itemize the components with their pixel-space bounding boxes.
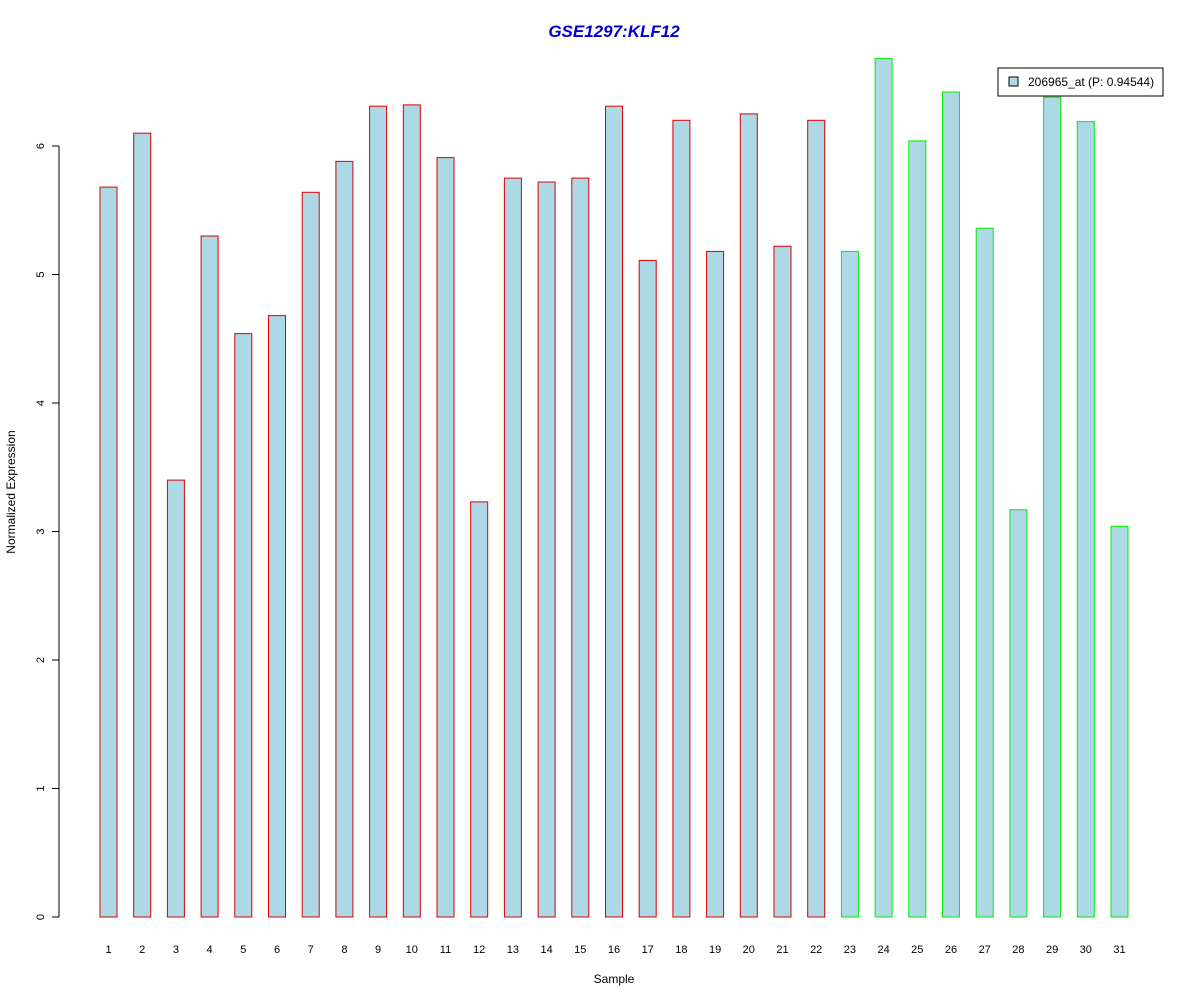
y-axis-label: Normalized Expression: [4, 430, 18, 553]
y-ticks: 0 1 2 3 4 5 6: [35, 143, 59, 920]
x-tick-label: 21: [776, 944, 788, 956]
bar-sample-8: [335, 160, 354, 918]
bar-sample-23: [840, 250, 859, 918]
x-tick-label: 31: [1113, 944, 1125, 956]
x-tick-labels: 1 2 3 4 5 6 7 8 9 10 11 12 13 14 15 16 17 18 19 20 21 22 23 24 2…: [105, 944, 1125, 956]
bar-sample-2: [133, 132, 152, 918]
x-tick-label: 28: [1012, 944, 1024, 956]
x-tick-label: 29: [1046, 944, 1058, 956]
bar-sample-20: [739, 113, 758, 918]
bar-sample-27: [975, 227, 994, 918]
bar-sample-15: [571, 177, 590, 918]
y-tick-label: 3: [35, 528, 47, 534]
x-tick-label: 18: [675, 944, 687, 956]
bar-sample-29: [1043, 96, 1062, 918]
bar-sample-26: [942, 91, 960, 918]
x-tick-label: 5: [240, 944, 246, 956]
bar-sample-12: [470, 501, 489, 918]
bar-sample-10: [402, 104, 421, 918]
y-tick-label: 1: [35, 785, 47, 791]
chart-title: GSE1297:KLF12: [548, 22, 680, 41]
x-tick-label: 7: [308, 944, 314, 956]
bar-sample-25: [908, 140, 927, 918]
bar-sample-9: [369, 105, 388, 918]
x-tick-label: 12: [473, 944, 485, 956]
bar-sample-17: [638, 259, 657, 918]
x-tick-label: 10: [406, 944, 418, 956]
x-axis-label: Sample: [594, 972, 635, 986]
x-tick-label: 14: [540, 944, 552, 956]
bar-sample-1: [99, 186, 118, 918]
x-tick-label: 22: [810, 944, 822, 956]
x-tick-label: 16: [608, 944, 620, 956]
bar-sample-7: [301, 191, 320, 918]
x-tick-label: 6: [274, 944, 280, 956]
x-tick-label: 2: [139, 944, 145, 956]
legend-entry: 206965_at (P: 0.94544): [1028, 75, 1154, 89]
x-tick-label: 15: [574, 944, 586, 956]
bar-sample-19: [706, 250, 725, 918]
bar-sample-5: [234, 333, 253, 918]
bar-sample-6: [268, 315, 286, 918]
x-tick-label: 9: [375, 944, 381, 956]
x-tick-label: 23: [844, 944, 856, 956]
bar-sample-31: [1110, 525, 1129, 918]
bar-sample-13: [503, 177, 522, 918]
bar-sample-18: [672, 119, 691, 918]
bar-sample-14: [537, 181, 556, 918]
x-tick-label: 26: [945, 944, 957, 956]
legend-swatch: [1008, 76, 1019, 87]
legend: 206965_at (P: 0.94544): [997, 67, 1164, 97]
y-tick-label: 4: [35, 400, 47, 406]
x-tick-label: 8: [341, 944, 347, 956]
x-tick-label: 19: [709, 944, 721, 956]
bar-sample-16: [605, 105, 623, 918]
bar-sample-11: [436, 157, 455, 918]
legend-box: [997, 67, 1164, 97]
x-tick-label: 25: [911, 944, 923, 956]
x-tick-label: 24: [877, 944, 889, 956]
bar-sample-3: [166, 479, 185, 918]
x-tick-label: 11: [440, 944, 451, 956]
y-tick-label: 5: [35, 271, 47, 277]
y-tick-label: 2: [35, 657, 47, 663]
x-tick-label: 4: [207, 944, 213, 956]
bar-sample-22: [807, 119, 826, 918]
x-tick-label: 17: [642, 944, 654, 956]
y-axis: 0 1 2 3 4 5 6: [35, 143, 60, 920]
bar-sample-24: [874, 58, 893, 918]
bar-sample-4: [200, 235, 219, 918]
x-tick-label: 30: [1080, 944, 1092, 956]
x-tick-label: 20: [743, 944, 755, 956]
x-tick-label: 13: [507, 944, 519, 956]
y-tick-label: 6: [35, 143, 47, 149]
bars: [99, 58, 1129, 918]
bar-sample-30: [1076, 121, 1095, 918]
x-tick-label: 1: [105, 944, 111, 956]
bar-sample-28: [1009, 509, 1028, 918]
x-tick-label: 3: [173, 944, 179, 956]
x-tick-label: 27: [979, 944, 991, 956]
y-tick-label: 0: [35, 914, 47, 920]
bar-sample-21: [773, 245, 792, 918]
